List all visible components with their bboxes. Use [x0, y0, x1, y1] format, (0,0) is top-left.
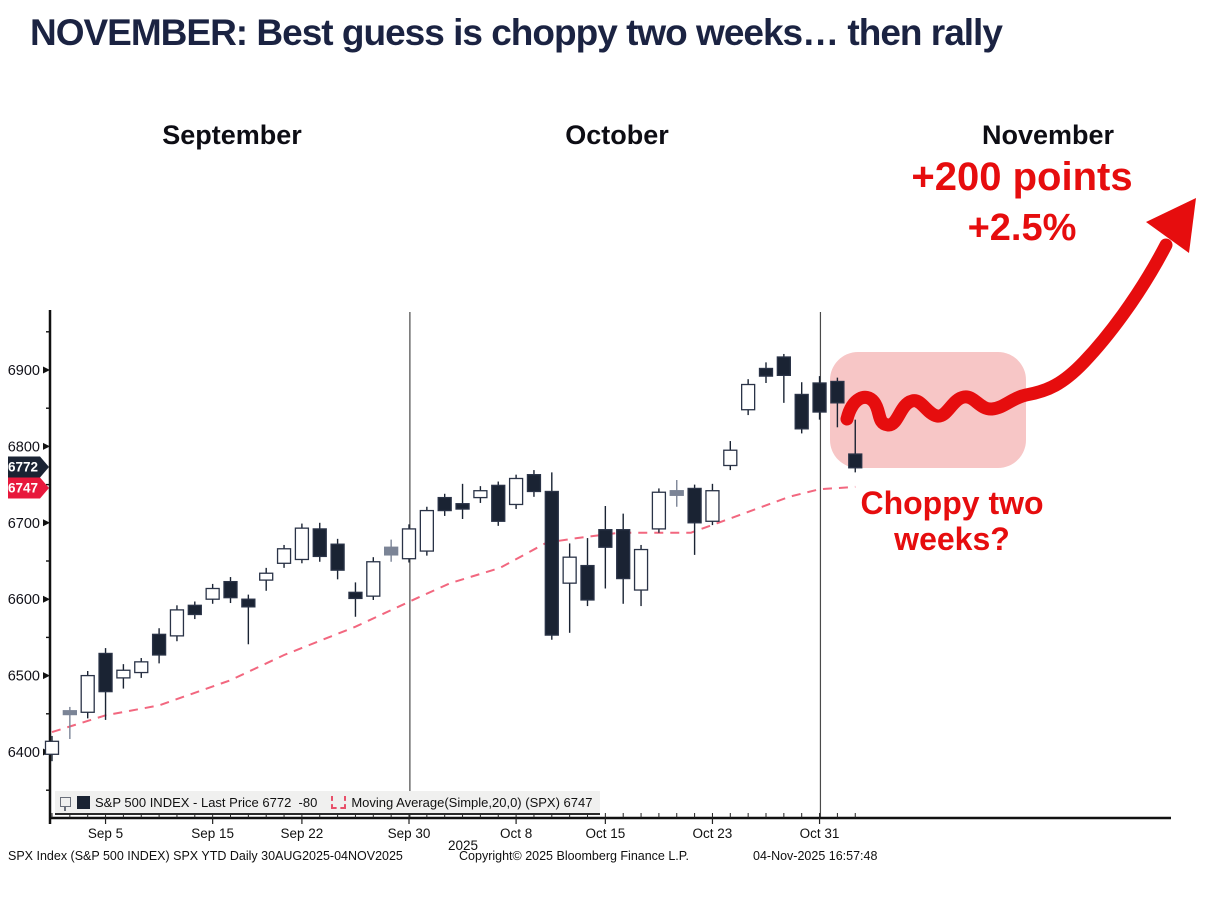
moving-average-swatch [331, 795, 347, 809]
rally-arrow-line [840, 238, 1173, 432]
x-axis-year-label: 2025 [447, 838, 479, 853]
y-axis-label: 6600 [8, 592, 40, 608]
candle-body [455, 503, 470, 510]
x-axis-label: Oct 23 [693, 826, 733, 841]
moving-average-tag [8, 477, 49, 499]
x-axis-label: Sep 22 [281, 826, 324, 841]
candle-body [259, 572, 274, 581]
candle-body [134, 661, 149, 674]
last-price-tag-value: 6772 [8, 460, 38, 475]
page-title: NOVEMBER: Best guess is choppy two weeks… [30, 12, 1003, 53]
x-axis-label: Oct 8 [500, 826, 532, 841]
candle-body [741, 383, 756, 411]
candle-body [562, 556, 577, 584]
x-axis-label: Oct 31 [800, 826, 840, 841]
month-label-september: September [162, 120, 302, 150]
candle-body [62, 710, 77, 716]
candle-body [276, 548, 292, 564]
candle-body [848, 453, 863, 469]
candle-body [723, 449, 738, 467]
footer-timestamp: 04-Nov-2025 16:57:48 [753, 849, 878, 863]
candle-body [633, 548, 649, 591]
y-axis-label: 6500 [8, 669, 40, 685]
y-axis-label: 6800 [8, 439, 40, 455]
candle-body [830, 380, 845, 404]
y-axis-major-tick [43, 595, 50, 603]
candle-body [651, 491, 667, 530]
footer-copyright: Copyright© 2025 Bloomberg Finance L.P. [459, 849, 689, 863]
footer-security-description: SPX Index (S&P 500 INDEX) SPX YTD Daily … [8, 849, 403, 863]
last-price-tag [8, 456, 49, 478]
annotation-choppy-line2: weeks? [894, 520, 1010, 557]
annotation-choppy-two-weeks: Choppy two weeks? [860, 485, 1044, 558]
candle-body [294, 527, 310, 561]
candle-body [580, 564, 595, 601]
candle-body [348, 591, 363, 600]
candle-body [491, 484, 506, 522]
pin-icon [60, 797, 71, 811]
candle-body [419, 509, 435, 552]
y-axis-major-tick [43, 519, 50, 527]
candle-body [80, 674, 95, 713]
month-label-october: October [565, 120, 669, 150]
x-axis-label: Oct 15 [585, 826, 625, 841]
annotation-choppy-line1: Choppy two [860, 485, 1044, 521]
x-axis-label: Sep 5 [88, 826, 123, 841]
annotation-gain-percent: +2.5% [967, 207, 1077, 249]
candle-body [508, 477, 524, 506]
candle-body [205, 587, 220, 600]
moving-average-line [51, 485, 856, 734]
candle-body [312, 528, 327, 558]
chart-legend: S&P 500 INDEX - Last Price 6772 -80 Movi… [55, 791, 601, 815]
y-axis-label: 6400 [8, 745, 40, 761]
rally-arrow-head [1146, 198, 1196, 253]
candle-body [366, 561, 381, 597]
candle-body [116, 669, 131, 679]
candle-body [758, 367, 774, 377]
candle-body [44, 740, 60, 755]
candle-body [437, 496, 452, 512]
annotation-gain-points: +200 points [911, 155, 1133, 199]
candle-body [794, 393, 809, 430]
candle-body [616, 529, 631, 580]
candle-body [687, 487, 702, 524]
last-price-swatch [77, 795, 90, 809]
candle-body [169, 609, 185, 637]
candle-body [330, 543, 345, 571]
candle-body [187, 604, 202, 616]
legend-last-price-label: S&P 500 INDEX - Last Price 6772 -80 [95, 794, 318, 810]
candle-body [669, 490, 684, 496]
moving-average-tag-value: 6747 [8, 481, 38, 496]
candle-body [776, 356, 791, 376]
month-label-november: November [981, 120, 1115, 150]
candle-body [151, 633, 167, 656]
candle-body [473, 490, 488, 499]
candle-body [223, 580, 238, 599]
y-axis-label: 6700 [8, 516, 40, 532]
candle-body [544, 490, 559, 636]
candle-body [241, 598, 256, 608]
y-axis-major-tick [43, 672, 50, 680]
x-axis-label: Sep 15 [191, 826, 234, 841]
legend-moving-average-label: Moving Average(Simple,20,0) (SPX) 6747 [351, 794, 593, 810]
x-axis-label: Sep 30 [388, 826, 431, 841]
candle-body [98, 652, 113, 693]
candle-body [526, 474, 542, 493]
y-axis-label: 6900 [8, 363, 40, 379]
y-axis-major-tick [43, 442, 50, 450]
candle-body [383, 546, 399, 556]
candle-body [598, 529, 613, 548]
y-axis-major-tick [43, 366, 50, 374]
candle-body [812, 382, 827, 413]
candle-body [705, 490, 720, 522]
candle-body [401, 528, 417, 560]
